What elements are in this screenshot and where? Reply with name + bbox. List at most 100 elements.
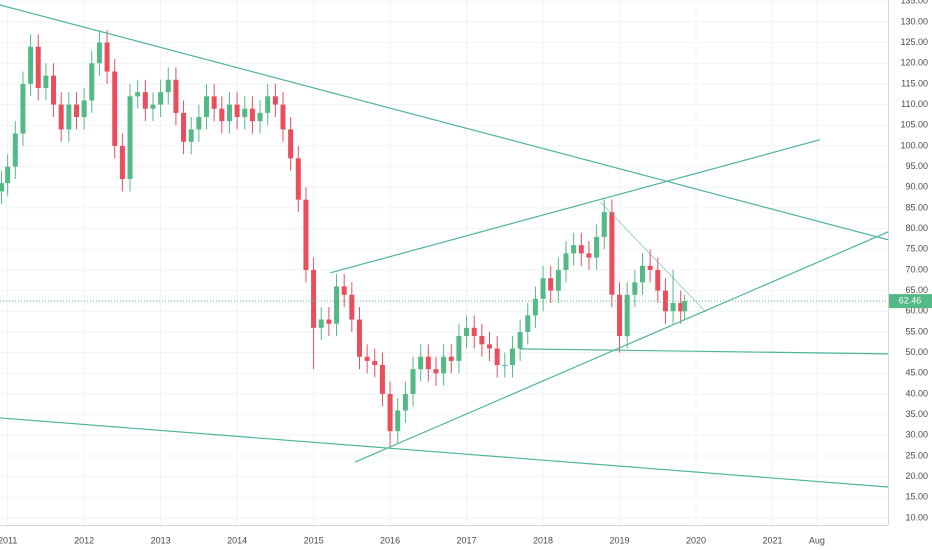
candle-body <box>617 294 623 337</box>
candle-body <box>12 133 18 167</box>
x-tick-label: 2014 <box>227 535 247 545</box>
y-tick-label: 115.00 <box>901 78 928 88</box>
candle-body <box>226 104 232 122</box>
candle-body <box>532 298 538 316</box>
y-tick-label: 85.00 <box>905 202 928 212</box>
candle-body <box>578 245 584 254</box>
candle-body <box>150 104 156 109</box>
y-tick-label: 105.00 <box>900 120 928 130</box>
candle-body <box>418 356 424 370</box>
candle-body <box>364 356 370 361</box>
candle-body <box>502 365 508 367</box>
y-tick-label: 80.00 <box>905 223 928 233</box>
candle-body <box>433 369 439 374</box>
candle-body <box>104 42 110 72</box>
x-tick-label: 2020 <box>686 535 706 545</box>
candle-body <box>639 265 645 283</box>
y-tick-label: 65.00 <box>905 285 928 295</box>
last-price-label: 62.46 <box>899 295 922 305</box>
candle-body <box>43 75 49 89</box>
trendline <box>0 417 888 488</box>
candle-body <box>20 83 26 134</box>
x-tick-label: 2017 <box>457 535 477 545</box>
candle-body <box>632 282 638 295</box>
y-tick-label: 70.00 <box>905 264 928 274</box>
candle-body <box>35 46 41 89</box>
candle-body <box>379 365 385 394</box>
candle-body <box>89 63 95 101</box>
candle-body <box>96 42 102 64</box>
candle-body <box>234 104 240 117</box>
candle-body <box>280 104 286 130</box>
candle-body <box>372 360 378 366</box>
y-tick-label: 90.00 <box>905 182 928 192</box>
x-tick-label: 2012 <box>74 535 94 545</box>
trendline <box>600 201 707 313</box>
candle-body <box>73 104 79 117</box>
x-tick-label: 2015 <box>304 535 324 545</box>
candle-body <box>295 158 301 200</box>
candle-body <box>119 145 125 179</box>
candle-body <box>425 356 431 370</box>
x-tick-label: 2019 <box>610 535 630 545</box>
candle-body <box>135 92 141 97</box>
candle-body <box>341 286 347 295</box>
x-tick-label: 2018 <box>533 535 553 545</box>
candle-body <box>441 356 447 374</box>
candle-body <box>410 369 416 394</box>
candle-body <box>670 303 676 312</box>
candle-body <box>471 327 477 337</box>
candle-body <box>540 278 546 299</box>
candle-body <box>624 294 630 337</box>
candle-body <box>127 96 133 179</box>
y-tick-label: 15.00 <box>905 492 928 502</box>
y-tick-label: 75.00 <box>905 244 928 254</box>
candle-body <box>395 410 401 432</box>
x-tick-label: 2011 <box>0 535 17 545</box>
candle-body <box>257 112 263 122</box>
candle-body <box>288 129 294 159</box>
grid <box>0 0 888 525</box>
candle-body <box>509 348 515 366</box>
candle-body <box>487 344 493 349</box>
candle-body <box>173 79 179 113</box>
candle-body <box>165 79 171 93</box>
candle-body <box>517 331 523 349</box>
candle-body <box>211 96 217 109</box>
candle-body <box>464 327 470 337</box>
y-tick-label: 20.00 <box>905 471 928 481</box>
candle-body <box>609 212 615 295</box>
candle-body <box>349 294 355 320</box>
candle-body <box>601 212 607 237</box>
candle-body <box>158 92 164 105</box>
candle-body <box>594 236 600 258</box>
candle-body <box>272 96 278 105</box>
candle-body <box>51 75 57 105</box>
candle-body <box>204 96 210 117</box>
candle-body <box>356 319 362 357</box>
plot-area <box>0 4 888 488</box>
candle-body <box>655 269 661 291</box>
candle-body <box>28 46 34 84</box>
y-tick-label: 120.00 <box>900 58 928 68</box>
candle-body <box>181 112 187 142</box>
candle-body <box>326 319 332 324</box>
candle-body <box>112 71 118 146</box>
candle-body <box>318 319 324 328</box>
candle-body <box>456 336 462 361</box>
candle-body <box>188 129 194 142</box>
candle-body <box>58 104 64 130</box>
candle-body <box>555 269 561 291</box>
trendline <box>330 139 821 274</box>
candle-body <box>81 100 87 117</box>
candle-body <box>0 183 5 192</box>
trendline <box>354 231 888 463</box>
y-tick-label: 25.00 <box>905 450 928 460</box>
y-tick-label: 60.00 <box>905 306 928 316</box>
candle-body <box>682 301 688 312</box>
candle-body <box>265 96 271 113</box>
x-tick-label: 2013 <box>151 535 171 545</box>
candle-body <box>525 315 531 332</box>
